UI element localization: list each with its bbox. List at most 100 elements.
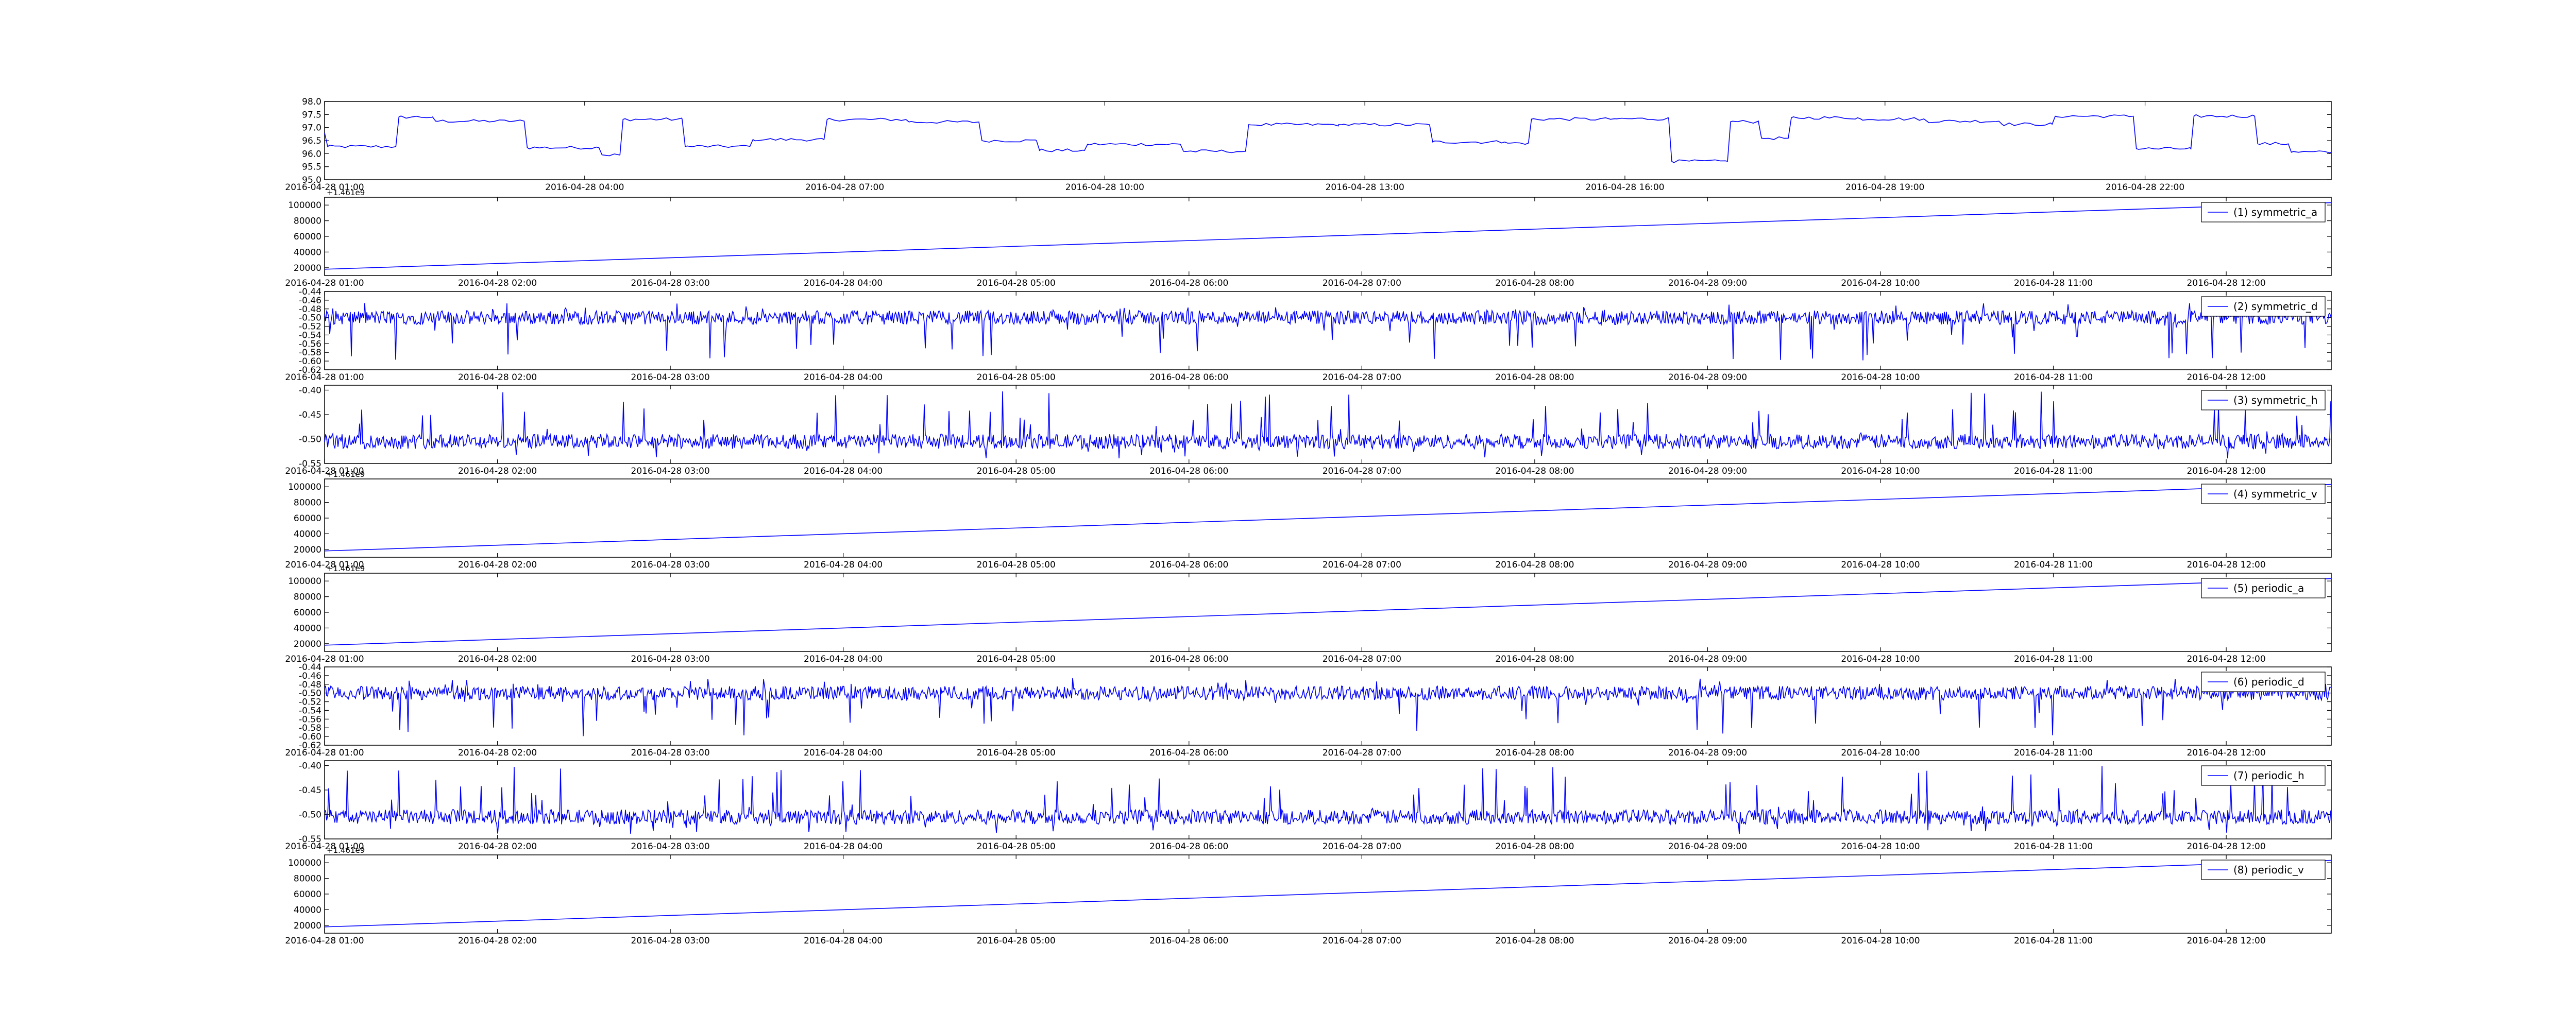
x-tick-label: 2016-04-28 02:00 [458, 278, 537, 288]
y-tick-label: -0.45 [299, 410, 321, 420]
x-tick-label: 2016-04-28 05:00 [977, 372, 1056, 383]
y-tick-label: -0.62 [299, 365, 321, 375]
x-tick-label: 2016-04-28 07:00 [1323, 936, 1401, 946]
x-tick-label: 2016-04-28 08:00 [1495, 748, 1574, 758]
y-tick-label: -0.58 [299, 348, 321, 358]
x-tick-label: 2016-04-28 22:00 [2106, 182, 2184, 193]
x-tick-label: 2016-04-28 03:00 [631, 654, 710, 664]
y-tick-label: 40000 [294, 529, 321, 539]
x-tick-label: 2016-04-28 07:00 [1323, 278, 1401, 288]
y-tick-label: 97.0 [302, 123, 321, 133]
y-tick-label: -0.60 [299, 732, 321, 742]
x-tick-label: 2016-04-28 10:00 [1841, 654, 1920, 664]
y-tick-label: -0.54 [299, 706, 321, 716]
legend-label: (6) periodic_d [2233, 676, 2304, 688]
x-tick-label: 2016-04-28 09:00 [1668, 278, 1747, 288]
x-tick-label: 2016-04-28 09:00 [1668, 560, 1747, 570]
y-tick-label: -0.40 [299, 386, 321, 396]
x-tick-label: 2016-04-28 06:00 [1149, 654, 1228, 664]
y-tick-label: 40000 [294, 623, 321, 633]
x-tick-label: 2016-04-28 08:00 [1495, 654, 1574, 664]
x-tick-label: 2016-04-28 12:00 [2187, 560, 2265, 570]
x-tick-label: 2016-04-28 08:00 [1495, 466, 1574, 476]
x-tick-label: 2016-04-28 05:00 [977, 936, 1056, 946]
series-line-0 [324, 114, 2332, 163]
legend-label: (8) periodic_v [2233, 864, 2304, 876]
y-tick-label: 60000 [294, 608, 321, 618]
y-tick-label: -0.55 [299, 459, 321, 469]
x-tick-label: 2016-04-28 06:00 [1149, 842, 1228, 852]
panel-2: -0.62-0.60-0.58-0.56-0.54-0.52-0.50-0.48… [285, 287, 2332, 383]
y-tick-label: -0.52 [299, 322, 321, 332]
x-tick-label: 2016-04-28 05:00 [977, 560, 1056, 570]
series-line-8 [324, 860, 2332, 928]
panel-0: 95.0 95.5 96.0 96.5 97.0 97.5 98.0 2016-04-28 0… [285, 97, 2332, 193]
panel-7: -0.55 -0.50 -0.45 -0.40 2016-04-28 01:00 2016… [285, 760, 2332, 852]
y-tick-label: 95.0 [302, 175, 321, 185]
x-tick-label: 2016-04-28 02:00 [458, 936, 537, 946]
x-tick-label: 2016-04-28 07:00 [1323, 654, 1401, 664]
x-tick-label: 2016-04-28 01:00 [285, 372, 364, 383]
y-tick-label: -0.45 [299, 785, 321, 796]
panels: 95.0 95.5 96.0 96.5 97.0 97.5 98.0 2016-04-28 0… [285, 97, 2332, 946]
panel-7-frame [324, 760, 2332, 839]
x-tick-label: 2016-04-28 01:00 [285, 842, 364, 852]
x-tick-label: 2016-04-28 10:00 [1841, 560, 1920, 570]
x-tick-label: 2016-04-28 08:00 [1495, 936, 1574, 946]
x-tick-label: 2016-04-28 04:00 [804, 372, 883, 383]
x-tick-label: 2016-04-28 09:00 [1668, 842, 1747, 852]
panel-8: 20000 40000 60000 80000 100000 2016-04-28 01:… [285, 846, 2332, 946]
y-tick-label: 20000 [294, 545, 321, 555]
x-tick-label: 2016-04-28 03:00 [631, 748, 710, 758]
x-tick-label: 2016-04-28 08:00 [1495, 842, 1574, 852]
x-tick-label: 2016-04-28 12:00 [2187, 654, 2265, 664]
x-tick-label: 2016-04-28 02:00 [458, 842, 537, 852]
y-tick-label: -0.48 [299, 304, 321, 315]
x-tick-label: 2016-04-28 10:00 [1841, 466, 1920, 476]
x-tick-label: 2016-04-28 04:00 [804, 842, 883, 852]
panel-6: -0.62-0.60-0.58-0.56-0.54-0.52-0.50-0.48… [285, 662, 2332, 758]
y-tick-label: 20000 [294, 263, 321, 273]
y-tick-label: 20000 [294, 639, 321, 649]
series-line-7 [324, 766, 2331, 834]
series-line-6 [324, 678, 2331, 736]
x-tick-label: 2016-04-28 12:00 [2187, 278, 2265, 288]
x-tick-label: 2016-04-28 04:00 [804, 748, 883, 758]
x-tick-label: 2016-04-28 12:00 [2187, 748, 2265, 758]
x-tick-label: 2016-04-28 04:00 [804, 466, 883, 476]
x-tick-label: 2016-04-28 05:00 [977, 654, 1056, 664]
x-tick-label: 2016-04-28 09:00 [1668, 936, 1747, 946]
y-tick-label: 60000 [294, 513, 321, 524]
legend-label: (2) symmetric_d [2233, 300, 2318, 313]
x-tick-label: 2016-04-28 12:00 [2187, 466, 2265, 476]
y-tick-label: 80000 [294, 592, 321, 603]
y-tick-label: -0.55 [299, 834, 321, 845]
x-tick-label: 2016-04-28 07:00 [1323, 466, 1401, 476]
x-tick-label: 2016-04-28 04:00 [804, 278, 883, 288]
x-tick-label: 2016-04-28 07:00 [1323, 372, 1401, 383]
panel-2-frame [324, 291, 2332, 370]
legend-label: (5) periodic_a [2233, 582, 2304, 594]
series-line-1 [324, 202, 2332, 270]
y-tick-label: -0.46 [299, 296, 321, 306]
y-tick-label: -0.54 [299, 330, 321, 340]
y-tick-label: -0.50 [299, 435, 321, 445]
x-tick-label: 2016-04-28 01:00 [285, 466, 364, 476]
x-tick-label: 2016-04-28 04:00 [804, 654, 883, 664]
x-tick-label: 2016-04-28 03:00 [631, 372, 710, 383]
panel-3-frame [324, 385, 2332, 464]
y-tick-label: 80000 [294, 874, 321, 884]
y-tick-label: 100000 [288, 482, 321, 492]
y-tick-label: 100000 [288, 200, 321, 211]
panel-6-frame [324, 666, 2332, 746]
x-tick-label: 2016-04-28 04:00 [804, 560, 883, 570]
y-tick-label: -0.40 [299, 761, 321, 771]
x-tick-label: 2016-04-28 11:00 [2014, 842, 2093, 852]
panel-3: -0.55 -0.50 -0.45 -0.40 2016-04-28 01:00 2016… [285, 385, 2332, 476]
legend-label: (3) symmetric_h [2233, 394, 2318, 406]
x-tick-label: 2016-04-28 02:00 [458, 654, 537, 664]
x-tick-label: 2016-04-28 06:00 [1149, 372, 1228, 383]
x-tick-label: 2016-04-28 07:00 [1323, 842, 1401, 852]
panel-1: 20000 40000 60000 80000 100000 2016-04-28 01:… [285, 188, 2332, 288]
